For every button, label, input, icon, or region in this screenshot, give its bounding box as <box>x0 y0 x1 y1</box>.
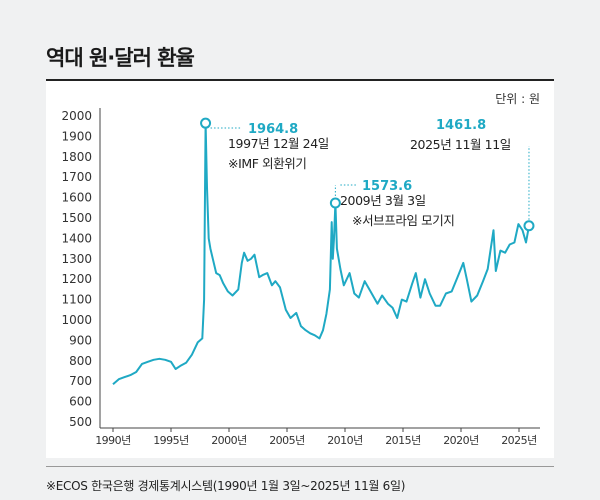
y-tick-label: 800 <box>69 354 92 368</box>
x-tick-label: 2020년 <box>443 434 479 447</box>
y-tick-label: 700 <box>69 374 92 388</box>
y-tick-label: 1900 <box>61 129 92 143</box>
x-tick-label: 2010년 <box>327 434 363 447</box>
y-tick-label: 1400 <box>61 231 92 245</box>
y-tick-label: 500 <box>69 415 92 429</box>
x-tick-label: 2005년 <box>269 434 305 447</box>
annotation-date: 2009년 3월 3일 <box>340 193 426 208</box>
y-tick-label: 900 <box>69 333 92 347</box>
y-tick-label: 1000 <box>61 313 92 327</box>
annotation-date: 2025년 11월 11일 <box>410 137 511 152</box>
y-tick-label: 1700 <box>61 170 92 184</box>
annotation-note: ※IMF 외환위기 <box>228 156 307 171</box>
y-tick-label: 1800 <box>61 150 92 164</box>
annotation-date: 1997년 12월 24일 <box>228 136 329 151</box>
y-tick-label: 2000 <box>61 109 92 123</box>
annotation-value: 1573.6 <box>362 179 412 194</box>
peak-marker <box>329 197 341 209</box>
y-tick-label: 1300 <box>61 252 92 266</box>
annotation-note: ※서브프라임 모기지 <box>352 213 454 228</box>
y-tick-label: 1500 <box>61 211 92 225</box>
peak-marker <box>523 220 535 232</box>
chart-panel <box>46 81 554 458</box>
x-tick-label: 2025년 <box>501 434 537 447</box>
exchange-rate-line <box>112 122 530 386</box>
y-tick-label: 1600 <box>61 191 92 205</box>
annotation-value: 1964.8 <box>248 122 298 137</box>
x-tick-label: 1995년 <box>153 434 189 447</box>
source-note: ※ECOS 한국은행 경제통계시스템(1990년 1월 3일~2025년 11월… <box>46 479 406 493</box>
peak-marker <box>200 117 212 129</box>
title-divider <box>46 79 554 81</box>
x-tick-label: 1990년 <box>95 434 131 447</box>
unit-label: 단위 : 원 <box>495 92 540 106</box>
y-tick-label: 600 <box>69 395 92 409</box>
annotation-value: 1461.8 <box>436 118 486 133</box>
chart-title: 역대 원·달러 환율 <box>46 46 195 70</box>
y-tick-label: 1200 <box>61 272 92 286</box>
y-tick-label: 1100 <box>61 293 92 307</box>
x-tick-label: 2000년 <box>211 434 247 447</box>
source-divider <box>46 466 554 467</box>
x-tick-label: 2015년 <box>385 434 421 447</box>
